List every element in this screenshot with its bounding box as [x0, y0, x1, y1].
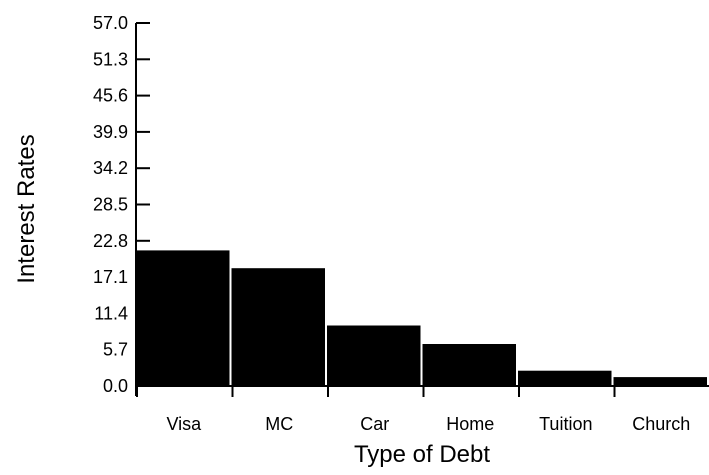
y-tick-label: 34.2 [93, 158, 128, 178]
y-tick-label: 45.6 [93, 86, 128, 106]
bar-mc [231, 268, 325, 386]
x-tick-label: Church [632, 414, 690, 434]
y-axis-title: Interest Rates [13, 134, 40, 283]
x-tick-label: Home [446, 414, 494, 434]
bar-visa [136, 250, 230, 386]
y-tick-label: 39.9 [93, 122, 128, 142]
bar-tuition [518, 370, 612, 386]
y-tick-label: 11.4 [94, 303, 128, 323]
x-tick-label: Car [360, 414, 389, 434]
bars-group [136, 250, 707, 386]
y-tick-label: 5.7 [103, 340, 128, 360]
y-tick-label: 0.0 [103, 376, 128, 396]
x-tick-label: Tuition [539, 414, 592, 434]
y-tick-label: 28.5 [93, 195, 128, 215]
y-axis: 0.0 5.7 11.4 17.1 22.8 28.5 34.2 39.9 45.6 51.3 57… [93, 13, 150, 396]
y-tick-label: 57.0 [93, 13, 128, 33]
bar-home [422, 344, 516, 386]
x-tick-label: MC [265, 414, 293, 434]
y-tick-label: 22.8 [93, 231, 128, 251]
x-axis-title: Type of Debt [354, 441, 490, 468]
y-tick-label: 51.3 [93, 49, 128, 69]
x-tick-label: Visa [166, 414, 202, 434]
bar-car [327, 325, 421, 386]
x-axis: Visa MC Car Home Tuition Church [136, 385, 709, 434]
y-tick-label: 17.1 [93, 267, 128, 287]
bar-church [613, 377, 707, 386]
